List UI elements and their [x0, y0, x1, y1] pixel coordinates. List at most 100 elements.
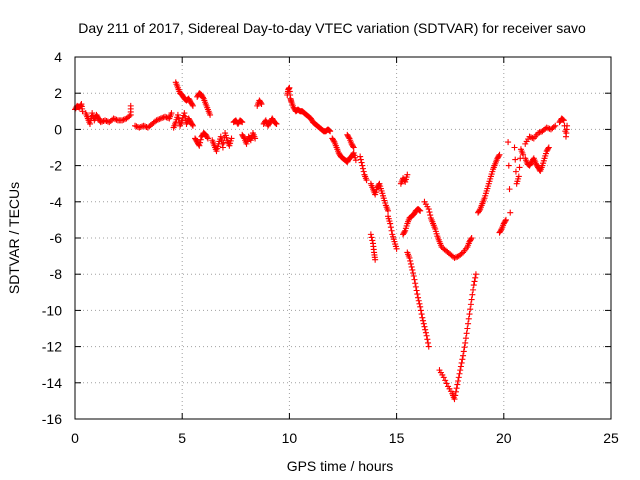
data-point — [476, 207, 483, 214]
data-point — [219, 140, 226, 147]
data-point — [468, 296, 475, 303]
data-point — [506, 186, 513, 193]
data-point — [457, 363, 464, 370]
data-point — [545, 145, 552, 152]
data-point — [443, 380, 450, 387]
x-tick-label: 20 — [496, 430, 512, 446]
data-point — [417, 207, 424, 214]
data-point — [410, 269, 417, 276]
data-point — [420, 317, 427, 324]
data-point — [536, 129, 543, 136]
data-point — [408, 263, 415, 270]
data-point — [527, 134, 534, 141]
data-point — [496, 151, 503, 158]
data-point — [102, 117, 109, 124]
y-tick-label: -6 — [50, 230, 63, 246]
data-point — [252, 135, 259, 142]
data-point — [350, 144, 357, 151]
data-point — [189, 121, 196, 128]
data-point — [419, 314, 426, 321]
y-tick-label: 4 — [54, 49, 62, 65]
data-point — [272, 120, 279, 127]
y-tick-label: 2 — [54, 85, 62, 101]
data-point — [368, 234, 375, 241]
chart-title: Day 211 of 2017, Sidereal Day-to-day VTE… — [78, 20, 586, 36]
data-point — [197, 136, 204, 143]
data-point — [466, 311, 473, 318]
data-point — [471, 278, 478, 285]
data-point — [204, 134, 211, 141]
data-point — [113, 116, 120, 123]
data-point — [560, 116, 567, 123]
data-point — [162, 113, 169, 120]
y-tick-label: -4 — [50, 194, 63, 210]
data-point — [133, 123, 140, 130]
x-tick-label: 15 — [389, 430, 405, 446]
data-point — [168, 110, 175, 117]
data-point — [181, 110, 188, 117]
y-tick-label: -10 — [42, 302, 62, 318]
data-point — [174, 111, 181, 118]
data-point — [220, 139, 227, 146]
data-point — [272, 119, 279, 126]
data-point — [110, 115, 117, 122]
data-point — [457, 367, 464, 374]
data-point — [199, 94, 206, 101]
data-point — [515, 173, 522, 180]
data-point — [455, 377, 462, 384]
data-point — [228, 135, 235, 142]
data-point — [153, 117, 160, 124]
data-point — [511, 144, 518, 151]
data-point — [416, 207, 423, 214]
data-point — [157, 115, 164, 122]
data-point — [459, 356, 466, 363]
data-point — [325, 127, 332, 134]
data-point — [417, 303, 424, 310]
data-point — [136, 124, 143, 131]
data-point — [112, 116, 119, 123]
data-point — [120, 116, 127, 123]
data-point — [467, 236, 474, 243]
y-tick-label: -2 — [50, 158, 63, 174]
data-point — [425, 206, 432, 213]
data-point — [369, 237, 376, 244]
data-point — [507, 209, 514, 216]
data-point — [163, 114, 170, 121]
data-point — [467, 306, 474, 313]
x-tick-label: 10 — [282, 430, 298, 446]
data-point — [207, 111, 214, 118]
data-point — [470, 282, 477, 289]
data-point — [529, 134, 536, 141]
data-point — [240, 134, 247, 141]
data-point — [406, 254, 413, 261]
data-point — [462, 339, 469, 346]
data-point — [512, 156, 519, 163]
data-point — [560, 117, 567, 124]
y-tick-label: -16 — [42, 411, 62, 427]
data-point — [412, 280, 419, 287]
axis-ticks — [74, 56, 612, 420]
data-point — [559, 116, 566, 123]
data-point — [417, 307, 424, 314]
x-tick-label: 25 — [603, 430, 619, 446]
data-point — [385, 207, 392, 214]
y-tick-labels: -16 -14 -12 -10 -8 -6 -4 -2 0 2 4 — [42, 49, 62, 427]
data-point — [520, 151, 527, 158]
data-point — [470, 286, 477, 293]
data-point — [360, 168, 367, 175]
data-point — [367, 231, 374, 238]
data-points — [72, 79, 571, 403]
data-point — [512, 168, 519, 175]
x-tick-label: 0 — [71, 430, 79, 446]
data-point — [422, 329, 429, 336]
data-point — [257, 99, 264, 106]
data-point — [543, 124, 550, 131]
data-point — [388, 227, 395, 234]
data-point — [127, 102, 134, 109]
data-point — [104, 118, 111, 125]
data-point — [326, 127, 333, 134]
data-point — [418, 311, 425, 318]
data-point — [535, 130, 542, 137]
data-point — [452, 388, 459, 395]
data-point — [423, 332, 430, 339]
